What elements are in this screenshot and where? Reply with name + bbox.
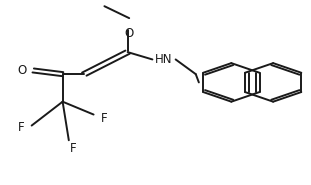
Text: HN: HN bbox=[155, 53, 172, 66]
Text: F: F bbox=[17, 121, 24, 134]
Text: O: O bbox=[18, 64, 27, 77]
Text: O: O bbox=[125, 27, 134, 40]
Text: F: F bbox=[101, 112, 108, 125]
Text: F: F bbox=[70, 142, 77, 155]
